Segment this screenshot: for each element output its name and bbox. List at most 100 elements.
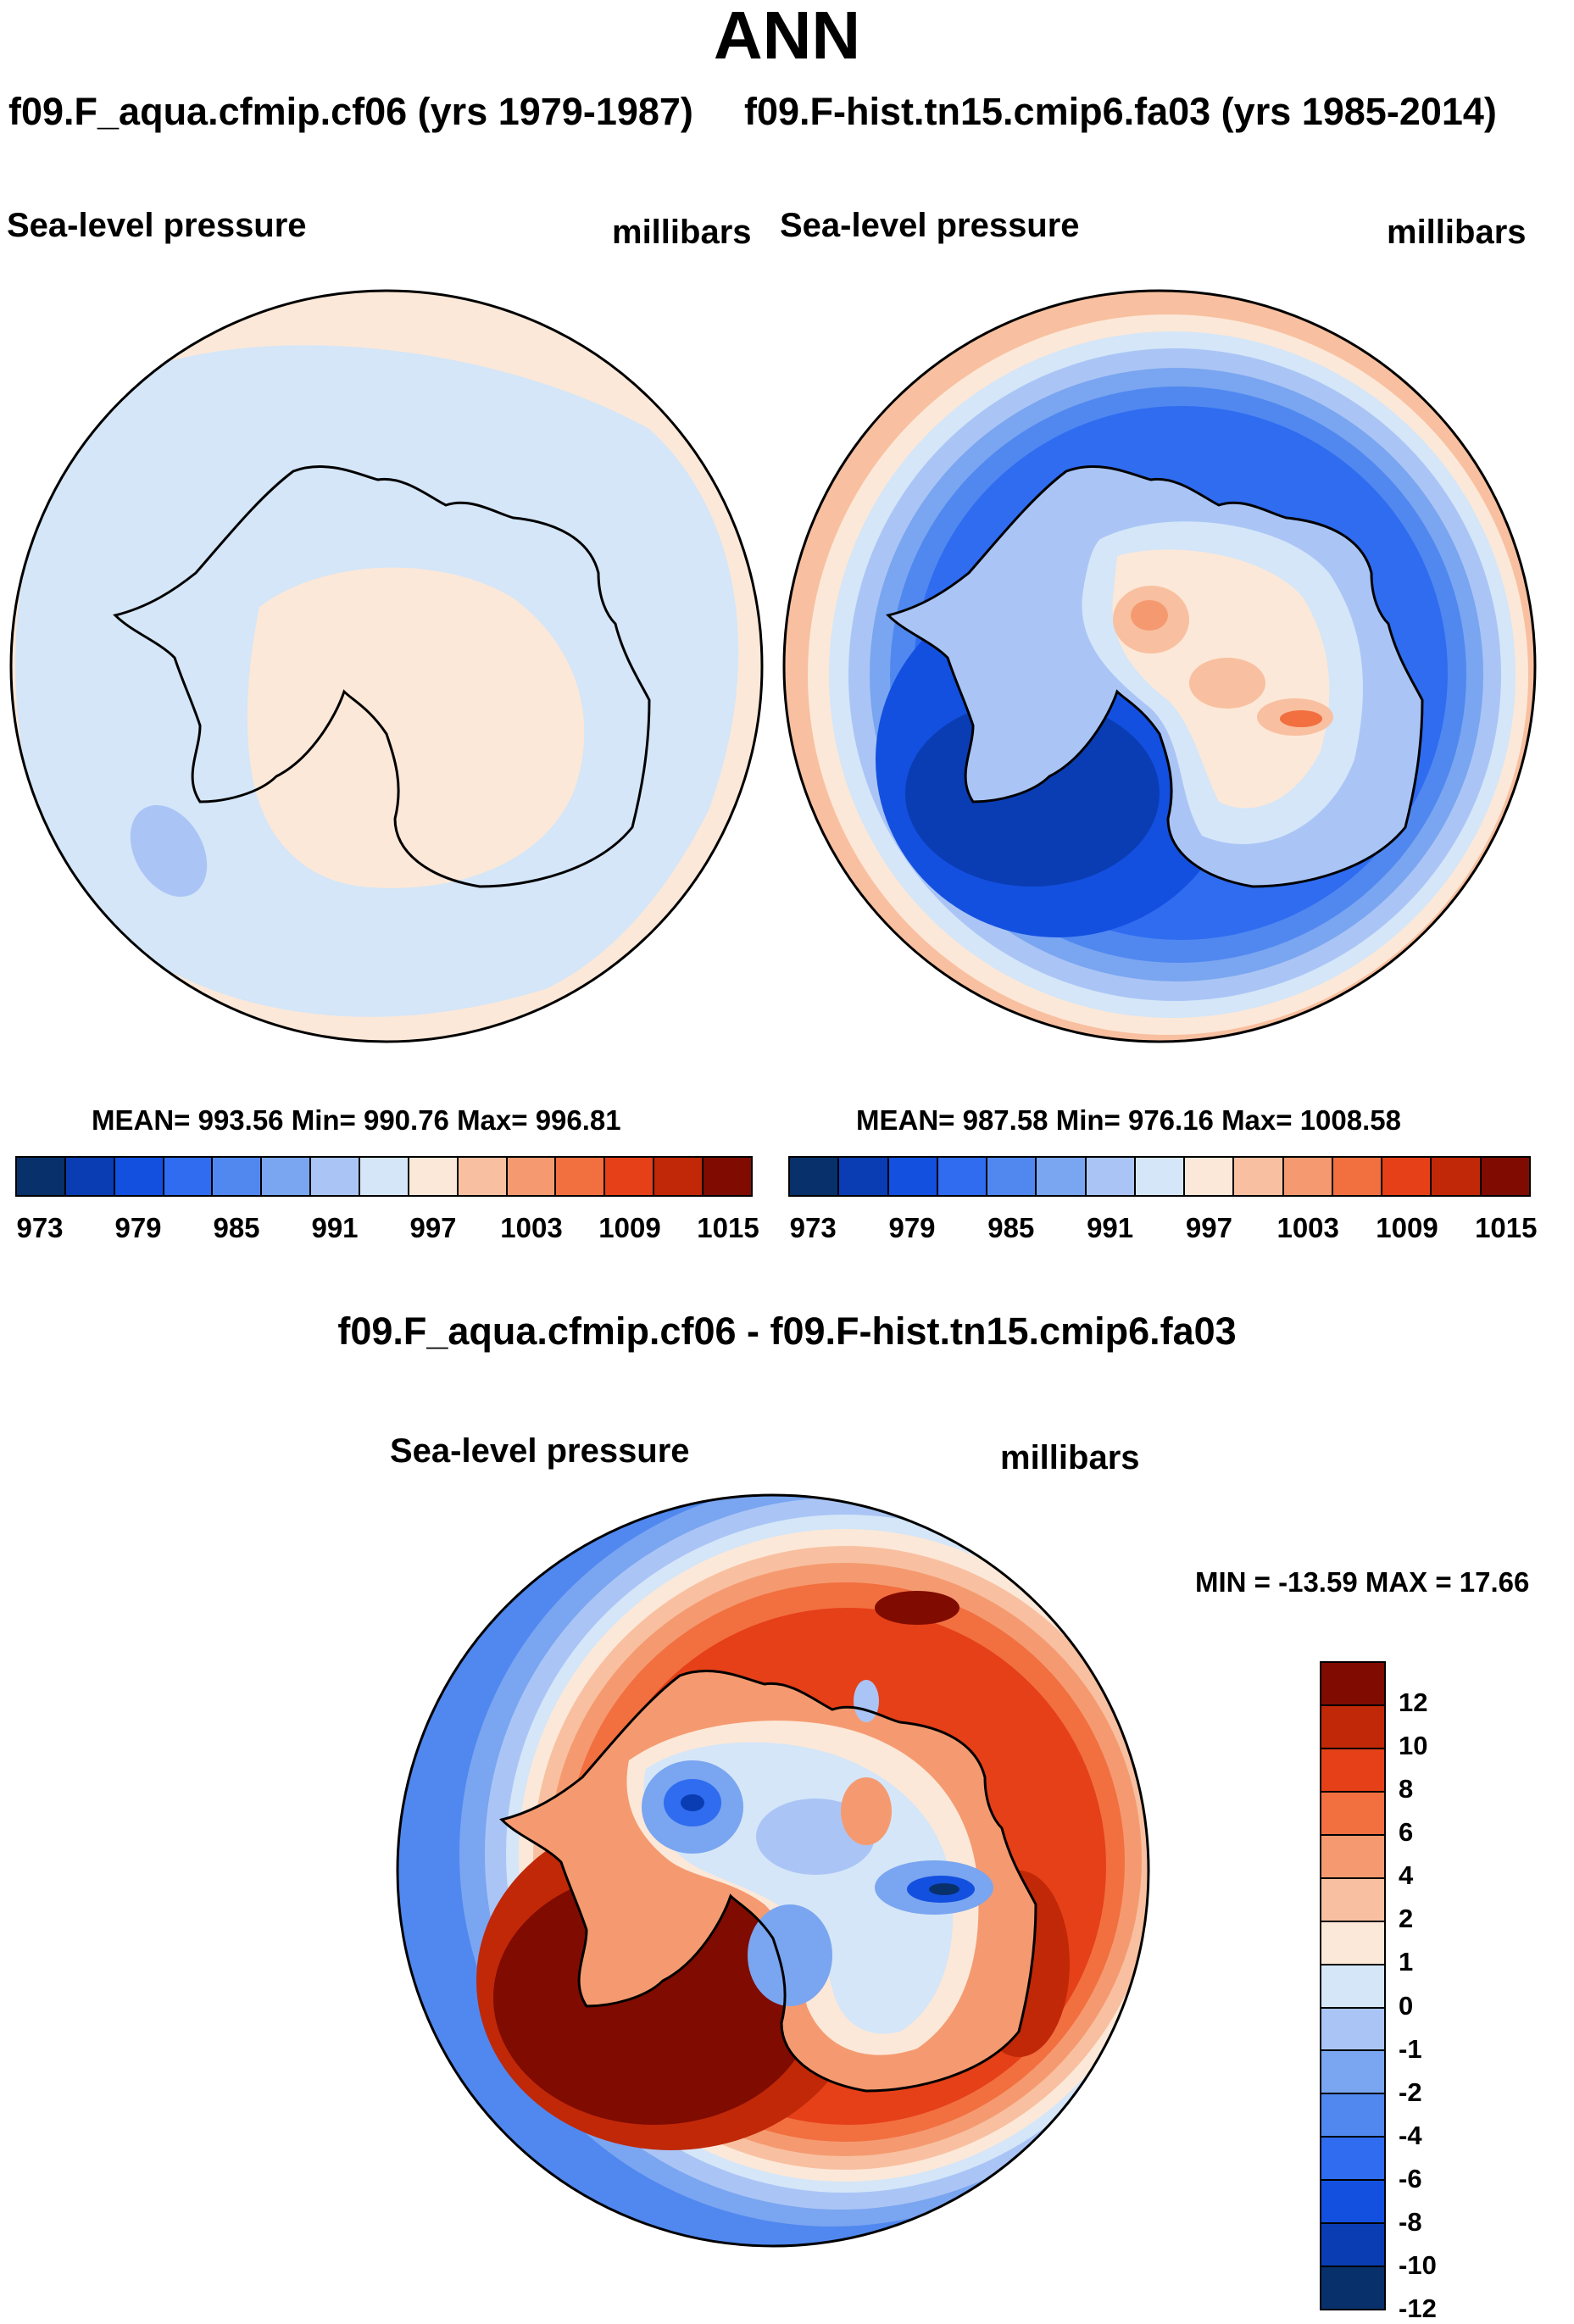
left-colorbar-swatch — [262, 1158, 312, 1195]
right-colorbar-tick-label: 985 — [987, 1212, 1035, 1243]
left-colorbar-tick-label: 973 — [16, 1212, 64, 1243]
left-colorbar-swatch — [507, 1158, 557, 1195]
diff-map-low-4 — [748, 1904, 832, 2006]
right-map-high-1-core — [1131, 600, 1168, 631]
left-map-coastline — [113, 465, 651, 888]
left-colorbar-swatch — [360, 1158, 409, 1195]
left-panel-case-title: f09.F_aqua.cfmip.cf06 (yrs 1979-1987) — [8, 90, 693, 133]
right-colorbar-tick-label: 997 — [1185, 1212, 1232, 1243]
diff-colorbar-tick-label: 4 — [1399, 1860, 1414, 1891]
diff-map-coastline — [499, 1670, 1037, 2093]
left-colorbar-tick-label: 985 — [213, 1212, 260, 1243]
right-colorbar-swatch — [1432, 1158, 1482, 1195]
left-map-interior-high — [247, 567, 585, 888]
diff-colorbar-tick-label: 8 — [1399, 1774, 1414, 1804]
diff-colorbar-tick-label: 2 — [1399, 1904, 1414, 1934]
diff-colorbar-swatch — [1321, 2181, 1384, 2225]
right-colorbar-tick-label: 973 — [789, 1212, 837, 1243]
right-colorbar-swatch — [1234, 1158, 1284, 1195]
right-map-high-3 — [1189, 658, 1265, 709]
diff-colorbar-swatch — [1321, 1792, 1384, 1836]
right-colorbar-swatch — [1037, 1158, 1087, 1195]
right-colorbar-swatch — [937, 1158, 988, 1195]
right-panel-units-label: millibars — [1387, 214, 1527, 251]
left-map-low-anomaly — [130, 804, 208, 898]
diff-colorbar-swatch — [1321, 2267, 1384, 2310]
left-panel-units-label: millibars — [612, 214, 752, 251]
right-panel-stats: MEAN= 987.58 Min= 976.16 Max= 1008.58 — [856, 1104, 1401, 1136]
left-colorbar-tick-label: 1003 — [500, 1212, 563, 1243]
right-colorbar-swatch — [839, 1158, 889, 1195]
right-colorbar-swatch — [1135, 1158, 1186, 1195]
right-colorbar-tick-label: 1009 — [1376, 1212, 1438, 1243]
diff-colorbar-tick-label: 10 — [1399, 1731, 1428, 1761]
right-colorbar-swatch — [790, 1158, 840, 1195]
left-colorbar-swatch — [654, 1158, 704, 1195]
diff-colorbar-tick-label: -2 — [1399, 2077, 1422, 2107]
left-colorbar-swatch — [65, 1158, 115, 1195]
left-colorbar-swatch — [311, 1158, 361, 1195]
diff-colorbar-swatch — [1321, 2138, 1384, 2182]
left-colorbar-swatch — [213, 1158, 263, 1195]
diff-map-low-2-center — [929, 1883, 959, 1895]
right-map-amundsen-low-core — [905, 700, 1160, 887]
diff-colorbar-tick-label: 12 — [1399, 1687, 1428, 1718]
diff-map-low-5 — [854, 1680, 879, 1722]
left-colorbar-swatch — [458, 1158, 508, 1195]
diff-colorbar-tick-label: -4 — [1399, 2120, 1422, 2150]
diff-colorbar-swatch — [1321, 1878, 1384, 1922]
diff-colorbar-tick-label: -10 — [1399, 2249, 1437, 2280]
left-panel-variable-label: Sea-level pressure — [7, 207, 307, 244]
left-colorbar-tick-label: 991 — [311, 1212, 359, 1243]
diff-colorbar-swatch — [1321, 1965, 1384, 2009]
diff-colorbar-swatch — [1321, 2224, 1384, 2268]
left-colorbar-tick-label: 997 — [409, 1212, 457, 1243]
left-colorbar-swatch — [164, 1158, 214, 1195]
right-polar-map — [782, 289, 1537, 1043]
diff-map-high-interior — [841, 1777, 892, 1845]
right-colorbar-tick-label: 1015 — [1475, 1212, 1538, 1243]
right-map-coastline — [886, 465, 1424, 888]
right-colorbar-swatch — [1283, 1158, 1333, 1195]
diff-colorbar-swatch — [1321, 2008, 1384, 2052]
left-colorbar-swatch — [605, 1158, 655, 1195]
right-colorbar-swatch — [987, 1158, 1037, 1195]
diff-colorbar-swatch — [1321, 2051, 1384, 2095]
diff-panel-variable-label: Sea-level pressure — [390, 1432, 690, 1470]
left-colorbar-swatch — [704, 1158, 751, 1195]
right-colorbar-swatch — [1481, 1158, 1529, 1195]
diff-colorbar-swatch — [1321, 1835, 1384, 1879]
diff-map-max-core — [493, 1871, 815, 2125]
diff-colorbar-tick-label: -1 — [1399, 2033, 1422, 2064]
right-colorbar — [788, 1156, 1531, 1197]
right-colorbar-swatch — [888, 1158, 938, 1195]
diff-colorbar-swatch — [1321, 1749, 1384, 1793]
diff-panel-title: f09.F_aqua.cfmip.cf06 - f09.F-hist.tn15.… — [337, 1309, 1237, 1353]
right-map-high-2-core — [1280, 710, 1322, 727]
diff-panel-units-label: millibars — [1000, 1439, 1140, 1476]
left-colorbar-swatch — [17, 1158, 66, 1195]
diff-colorbar-swatch — [1321, 1921, 1384, 1965]
right-colorbar-swatch — [1185, 1158, 1235, 1195]
diff-colorbar-tick-label: -12 — [1399, 2293, 1437, 2323]
left-panel-stats: MEAN= 993.56 Min= 990.76 Max= 996.81 — [92, 1104, 621, 1136]
right-colorbar-tick-label: 991 — [1087, 1212, 1134, 1243]
right-colorbar-swatch — [1332, 1158, 1383, 1195]
diff-polar-map — [396, 1493, 1150, 2248]
right-colorbar-swatch — [1086, 1158, 1136, 1195]
right-panel-case-title: f09.F-hist.tn15.cmip6.fa03 (yrs 1985-201… — [744, 90, 1497, 133]
right-panel-variable-label: Sea-level pressure — [780, 207, 1080, 244]
right-colorbar-tick-label: 1003 — [1276, 1212, 1339, 1243]
right-colorbar-tick-label: 979 — [888, 1212, 936, 1243]
left-colorbar — [15, 1156, 753, 1197]
diff-colorbar-swatch — [1321, 2094, 1384, 2138]
left-colorbar-tick-label: 979 — [114, 1212, 162, 1243]
diff-colorbar — [1320, 1661, 1386, 2310]
diff-map-max-north — [875, 1591, 959, 1625]
diff-panel-minmax: MIN = -13.59 MAX = 17.66 — [1195, 1566, 1530, 1598]
left-polar-map — [9, 289, 764, 1043]
left-colorbar-swatch — [556, 1158, 606, 1195]
diff-colorbar-tick-label: -8 — [1399, 2206, 1422, 2237]
left-colorbar-tick-label: 1015 — [697, 1212, 759, 1243]
page-title: ANN — [713, 0, 861, 73]
